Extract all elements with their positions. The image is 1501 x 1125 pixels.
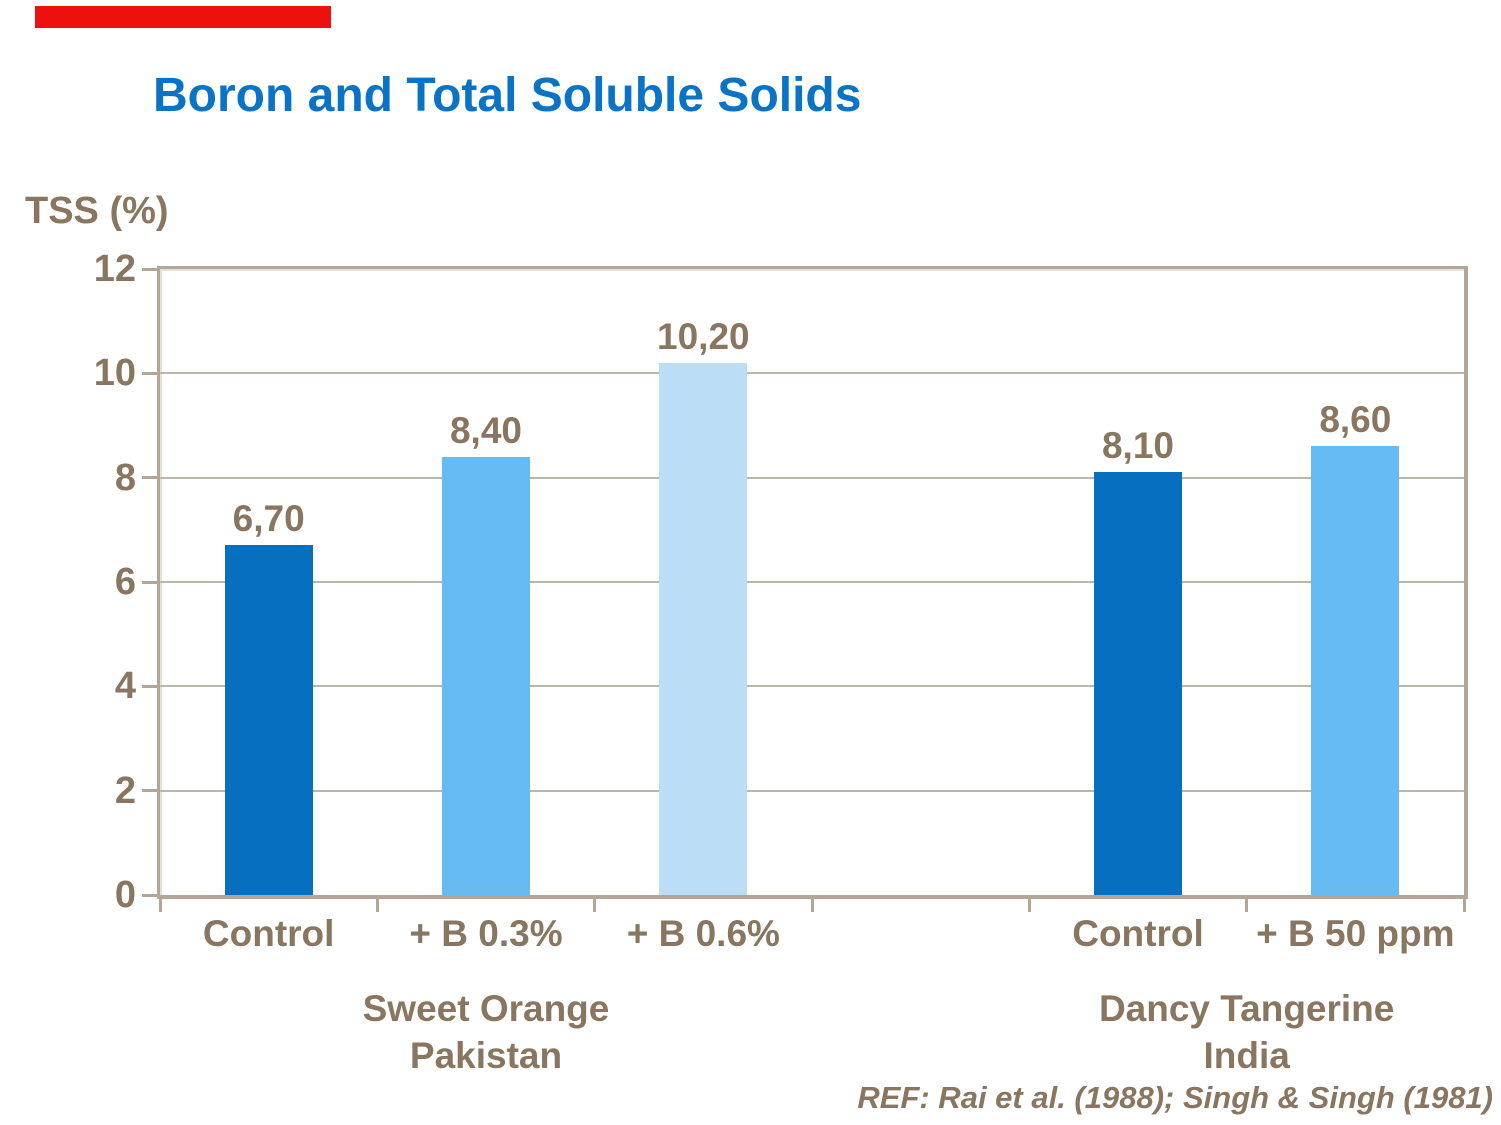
gridline-4 (160, 685, 1464, 688)
group-label-sweet-orange: Sweet Orange Pakistan (276, 985, 696, 1079)
x-tick-mark-0 (158, 899, 162, 912)
x-tick-mark-5 (1245, 899, 1249, 912)
category-label-b-0-3-g1: + B 0.3% (409, 913, 563, 954)
gridline-6 (160, 581, 1464, 583)
y-tick-mark-2 (142, 789, 157, 793)
bar-b-50-ppm-g2 (1311, 446, 1400, 895)
bar-value-label-b-50-ppm-g2: 8,60 (1319, 399, 1392, 441)
category-label-b-50-ppm-g2: + B 50 ppm (1256, 913, 1455, 954)
x-tick-mark-6 (1462, 899, 1466, 912)
bar-b-0-6-g1 (659, 362, 748, 895)
gridline-2 (160, 789, 1464, 792)
category-label-control-g1: Control (202, 913, 335, 954)
x-tick-mark-3 (810, 899, 814, 912)
y-tick-label-2: 2 (114, 769, 136, 812)
y-axis-title: TSS (%) (25, 190, 169, 232)
y-tick-mark-10 (142, 371, 157, 375)
y-tick-label-6: 6 (114, 561, 136, 603)
x-tick-mark-1 (375, 899, 379, 912)
chart-title: Boron and Total Soluble Solids (153, 69, 862, 122)
x-tick-mark-2 (593, 899, 597, 912)
bar-b-0-3-g1 (442, 456, 530, 895)
bar-value-label-b-0-6-g1: 10,20 (657, 315, 750, 357)
y-tick-mark-4 (142, 684, 157, 688)
bar-value-label-b-0-3-g1: 8,40 (449, 409, 522, 451)
bar-value-label-control-g1: 6,70 (232, 498, 305, 540)
y-tick-mark-6 (142, 580, 157, 584)
x-tick-mark-4 (1027, 899, 1031, 912)
gridline-10 (160, 372, 1464, 375)
y-tick-mark-12 (142, 267, 157, 271)
bar-control-g1 (224, 545, 313, 895)
y-tick-label-10: 10 (93, 352, 136, 395)
reference-citation: REF: Rai et al. (1988); Singh & Singh (1… (857, 1080, 1493, 1115)
y-tick-label-8: 8 (114, 456, 136, 499)
bar-control-g2 (1094, 472, 1182, 895)
y-tick-mark-8 (142, 476, 157, 480)
group-label-line: Pakistan (409, 1035, 563, 1076)
y-tick-label-12: 12 (93, 248, 136, 290)
y-tick-label-0: 0 (114, 874, 136, 916)
plot-area (157, 266, 1468, 899)
category-label-b-0-6-g1: + B 0.6% (626, 913, 780, 954)
gridline-8 (160, 476, 1464, 479)
y-tick-label-4: 4 (114, 665, 136, 708)
group-label-line: Sweet Orange (362, 988, 610, 1029)
category-label-control-g2: Control (1072, 913, 1204, 954)
group-label-line: India (1203, 1035, 1290, 1076)
y-tick-mark-0 (142, 893, 157, 897)
bar-value-label-control-g2: 8,10 (1101, 425, 1174, 467)
group-label-line: Dancy Tangerine (1098, 988, 1395, 1029)
group-label-dancy-tangerine: Dancy Tangerine India (1037, 985, 1457, 1079)
red-accent-bar (35, 6, 331, 28)
